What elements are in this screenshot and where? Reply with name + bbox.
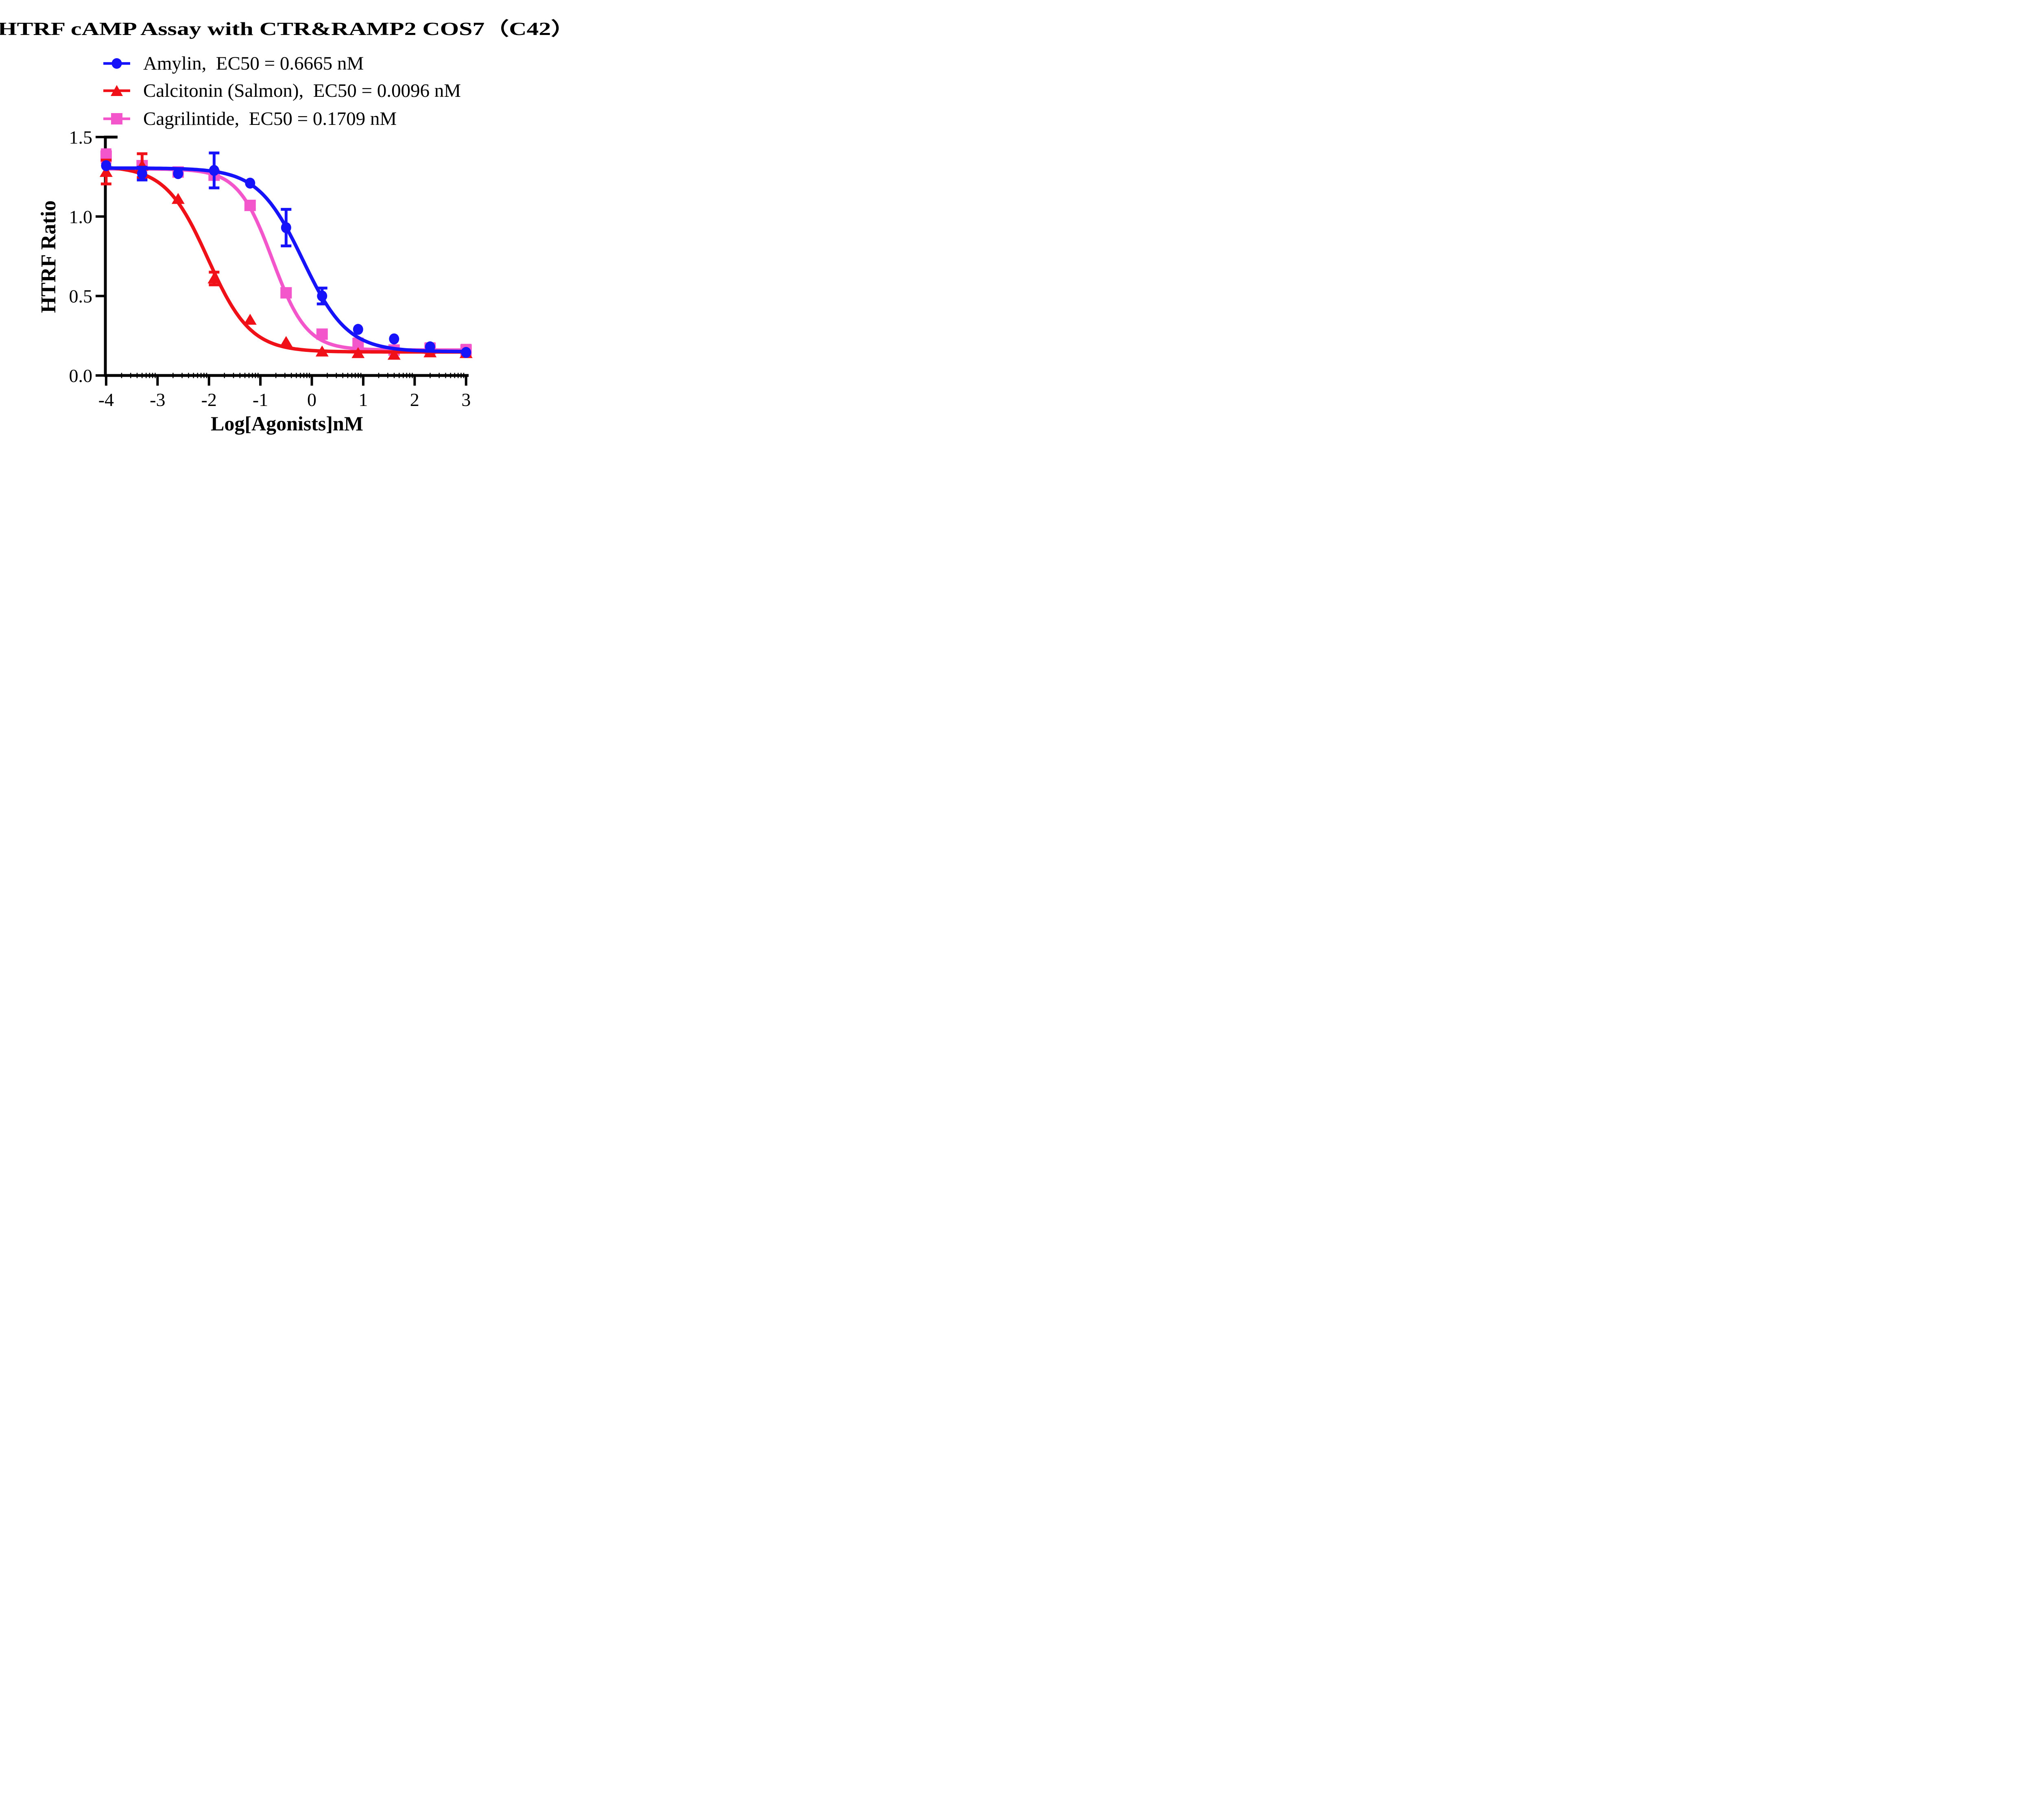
- Amylin-marker-circle: [245, 177, 255, 189]
- x-tick-label: 1: [358, 389, 368, 410]
- Amylin-marker-circle: [101, 160, 111, 171]
- y-tick-label: 1.5: [69, 127, 93, 148]
- Calcitonin (Salmon)-curve: [104, 166, 468, 354]
- legend-symbol-amylin-circle-icon: [103, 58, 130, 69]
- x-tick-label: -3: [150, 389, 165, 410]
- plot-area: 0.0 0.5 1.0 1.5 -4 -3 -2 -1 0 1 2 3: [69, 127, 473, 410]
- chart-title-text: HTRF cAMP Assay with CTR&RAMP2 COS7（C42）: [0, 19, 574, 39]
- y-tick-label: 1.0: [69, 206, 93, 227]
- Cagrilintide-marker-square: [280, 287, 292, 299]
- Calcitonin (Salmon)-legend-marker-icon: [111, 85, 123, 96]
- x-tick-label: -4: [98, 389, 114, 410]
- Cagrilintide-marker-square: [244, 199, 256, 211]
- Amylin-legend-marker-icon: [111, 58, 122, 69]
- Amylin-marker-circle: [389, 333, 399, 345]
- Cagrilintide-marker-square: [316, 328, 328, 340]
- legend-symbol-cagrilintide-square-icon: [103, 113, 130, 124]
- x-tick-label: -1: [253, 389, 268, 410]
- legend-label-calcitonin: Calcitonin (Salmon), EC50 = 0.0096 nM: [143, 80, 461, 101]
- Amylin-marker-circle: [281, 222, 291, 234]
- Cagrilintide-legend-marker-icon: [111, 113, 122, 124]
- Amylin-marker-circle: [425, 341, 435, 353]
- legend-symbol-calcitonin-triangle-icon: [103, 85, 130, 96]
- x-tick-label: 0: [307, 389, 316, 410]
- legend-label-amylin: Amylin, EC50 = 0.6665 nM: [143, 53, 364, 74]
- Calcitonin (Salmon)-marker-triangle: [351, 347, 365, 358]
- Cagrilintide-curve: [104, 167, 468, 352]
- chart-canvas: HTRF cAMP Assay with CTR&RAMP2 COS7（C42）…: [0, 0, 574, 455]
- x-tick-label: 3: [461, 389, 471, 410]
- Calcitonin (Salmon)-marker-triangle: [207, 272, 221, 284]
- Calcitonin (Salmon)-marker-triangle: [315, 345, 329, 357]
- Amylin-marker-circle: [317, 290, 327, 302]
- legend-item-cagrilintide: Cagrilintide, EC50 = 0.1709 nM: [103, 105, 397, 133]
- Calcitonin (Salmon)-marker-triangle: [99, 166, 113, 177]
- x-tick-label: 2: [410, 389, 419, 410]
- Amylin-marker-circle: [461, 347, 471, 358]
- legend-label-cagrilintide: Cagrilintide, EC50 = 0.1709 nM: [143, 108, 397, 129]
- Amylin-curve: [104, 166, 468, 354]
- x-tick-label: -2: [201, 389, 217, 410]
- Calcitonin (Salmon)-marker-triangle: [279, 336, 293, 347]
- Amylin-marker-circle: [137, 168, 147, 179]
- Calcitonin (Salmon)-marker-triangle: [243, 314, 257, 325]
- x-axis-title: Log[Agonists]nM: [210, 412, 364, 435]
- Amylin-marker-circle: [209, 165, 219, 176]
- Calcitonin (Salmon)-marker-triangle: [387, 349, 401, 360]
- legend-item-calcitonin: Calcitonin (Salmon), EC50 = 0.0096 nM: [103, 76, 461, 105]
- chart-title: HTRF cAMP Assay with CTR&RAMP2 COS7（C42）: [0, 14, 574, 40]
- Amylin-marker-circle: [173, 168, 183, 179]
- y-tick-label: 0.0: [69, 365, 93, 386]
- legend-item-amylin: Amylin, EC50 = 0.6665 nM: [103, 49, 364, 78]
- Amylin-marker-circle: [353, 324, 363, 335]
- y-tick-label: 0.5: [69, 286, 93, 307]
- Calcitonin (Salmon)-marker-triangle: [171, 193, 185, 204]
